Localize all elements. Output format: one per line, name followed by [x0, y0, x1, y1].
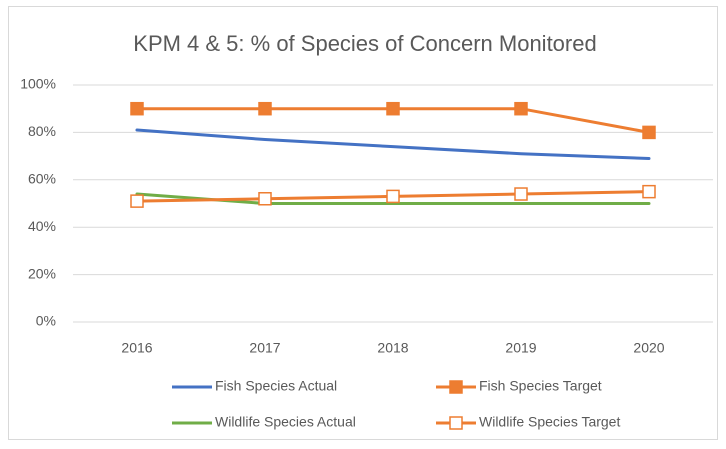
legend-label: Fish Species Target	[479, 378, 602, 394]
marker	[386, 189, 400, 204]
x-tick-label: 2018	[377, 340, 408, 356]
series-line	[135, 128, 651, 160]
y-tick-label: 80%	[28, 123, 56, 139]
legend-marker	[449, 416, 463, 430]
legend-label: Fish Species Actual	[215, 378, 337, 394]
marker	[514, 187, 528, 201]
chart-border	[8, 6, 718, 440]
x-tick-label: 2017	[249, 340, 280, 356]
y-tick-label: 100%	[20, 76, 56, 92]
marker	[258, 101, 272, 116]
x-tick-label: 2019	[505, 340, 536, 356]
marker	[642, 184, 656, 199]
y-tick-label: 0%	[36, 313, 56, 329]
marker	[130, 194, 144, 208]
y-tick-label: 60%	[28, 171, 56, 187]
y-tick-label: 20%	[28, 265, 56, 281]
x-tick-label: 2020	[633, 340, 664, 356]
marker	[514, 101, 528, 116]
marker	[642, 125, 656, 140]
marker	[130, 101, 144, 116]
legend-marker	[449, 380, 463, 394]
chart-title: KPM 4 & 5: % of Species of Concern Monit…	[133, 31, 596, 56]
marker	[386, 101, 400, 116]
legend-label: Wildlife Species Actual	[215, 414, 356, 430]
y-tick-label: 40%	[28, 218, 56, 234]
marker	[258, 192, 272, 206]
legend-label: Wildlife Species Target	[479, 414, 620, 430]
x-tick-label: 2016	[121, 340, 152, 356]
